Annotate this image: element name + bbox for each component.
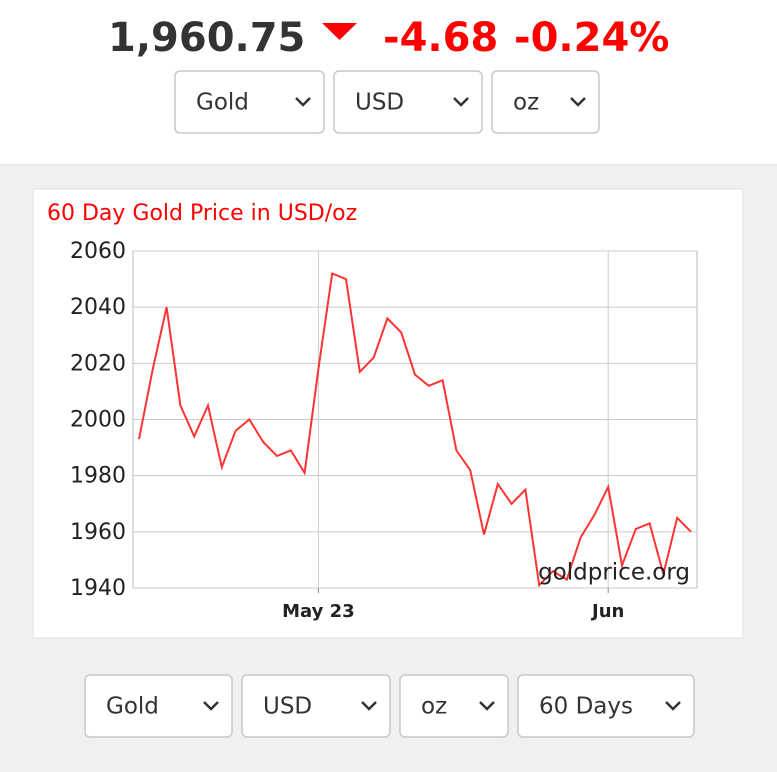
price: 1,960.75 — [108, 15, 305, 61]
chart-title: 60 Day Gold Price in USD/oz — [47, 201, 357, 226]
watermark: goldprice.org — [538, 560, 690, 586]
change-percent: -0.24% — [514, 15, 669, 61]
select-label[interactable]: USD — [263, 694, 312, 720]
select-label[interactable]: USD — [355, 90, 404, 116]
select[interactable] — [84, 674, 233, 738]
down-arrow — [322, 23, 357, 40]
select-label[interactable]: oz — [513, 90, 539, 116]
y-tick-label: 2000 — [70, 408, 126, 433]
select[interactable] — [491, 70, 600, 134]
chevron[interactable] — [295, 97, 311, 107]
select[interactable] — [399, 674, 509, 738]
x-tick-label: Jun — [590, 601, 624, 622]
chevron[interactable] — [570, 97, 586, 107]
y-tick-label: 1980 — [70, 464, 126, 489]
y-tick-label: 2060 — [70, 239, 126, 264]
select-label[interactable]: oz — [421, 694, 447, 720]
y-tick-label: 1960 — [70, 520, 126, 545]
select[interactable] — [333, 70, 483, 134]
select-label[interactable]: 60 Days — [539, 694, 633, 720]
y-tick-label: 1940 — [70, 576, 126, 601]
x-tick-label: May 23 — [282, 601, 355, 622]
y-tick-label: 2040 — [70, 295, 126, 320]
chevron[interactable] — [479, 701, 495, 711]
y-tick-label: 2020 — [70, 351, 126, 376]
chevron[interactable] — [361, 701, 377, 711]
select[interactable] — [517, 674, 695, 738]
chevron[interactable] — [203, 701, 219, 711]
price-line — [138, 272, 692, 588]
select[interactable] — [174, 70, 325, 134]
select-label[interactable]: Gold — [196, 90, 249, 116]
chevron[interactable] — [453, 97, 469, 107]
chart-box — [32, 188, 744, 639]
change: -4.68 — [383, 15, 498, 61]
chevron[interactable] — [665, 701, 681, 711]
select-label[interactable]: Gold — [106, 694, 159, 720]
select[interactable] — [241, 674, 391, 738]
